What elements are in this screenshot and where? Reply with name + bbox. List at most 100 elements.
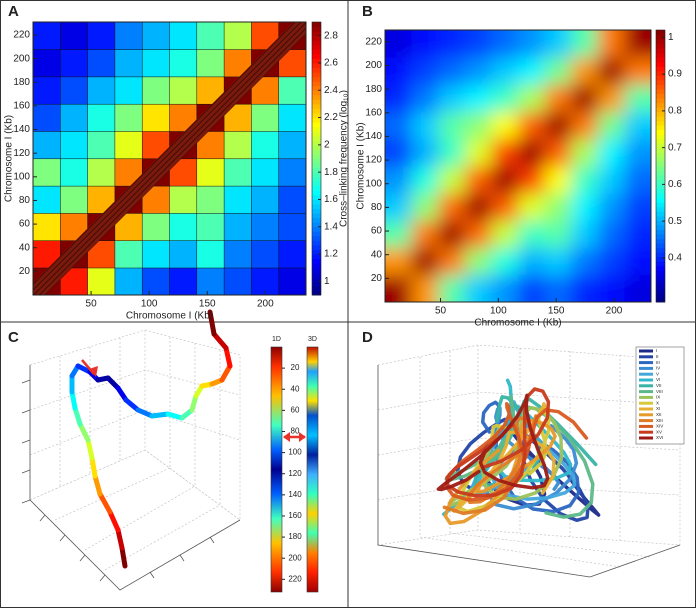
colorbar-tick-label: 2.8 (324, 30, 338, 41)
heatmap-cell (33, 158, 61, 187)
colorbar-step (656, 98, 665, 104)
heatmap-cell (169, 185, 198, 214)
heatmap-cell (571, 84, 599, 112)
heatmap-cell (438, 247, 466, 276)
heatmap-cell (114, 22, 143, 50)
curve-segment (85, 437, 95, 461)
colorbar-step (656, 166, 665, 172)
colorbar-step (312, 40, 321, 46)
heatmap-cell (438, 57, 466, 85)
heatmap-cell (278, 103, 306, 132)
heatmap-cell (597, 274, 625, 302)
heatmap-cell (87, 49, 116, 78)
curve-segment (223, 345, 233, 369)
heatmap-cell (114, 240, 143, 269)
curve-segment (107, 509, 121, 533)
colorbar-step (312, 172, 321, 178)
heatmap-cell (597, 138, 625, 167)
colorbar-1d (270, 346, 283, 593)
colorbar-tick-label: 2.6 (324, 58, 338, 69)
heatmap-cell (597, 84, 625, 112)
heatmap-cell (597, 166, 625, 194)
colorbar-step (656, 234, 665, 240)
heatmap-cell (114, 49, 143, 78)
heatmap-cell (60, 158, 89, 187)
colorbar-step (656, 243, 665, 249)
colorbar-3d (306, 346, 319, 593)
heatmap-cell (196, 49, 225, 78)
heatmap-cell (411, 274, 439, 302)
y-tick-label: 20 (291, 363, 300, 372)
colorbar-step (656, 79, 665, 85)
y-tick-label: 180 (13, 77, 30, 88)
heatmap-cell (544, 166, 572, 194)
heatmap-cell (87, 76, 116, 105)
heatmap-cell (597, 193, 625, 221)
colorbar-tick-label: 2.2 (324, 112, 338, 123)
colorbar-step (312, 72, 321, 78)
y-tick-label: 160 (13, 101, 30, 112)
heatmap-cell (87, 267, 116, 295)
colorbar-step (656, 120, 665, 126)
heatmap-cell (464, 57, 492, 85)
heatmap-cell (223, 212, 252, 241)
heatmap-cell (571, 166, 599, 194)
heatmap-cell (87, 158, 116, 187)
colorbar-step (656, 224, 665, 230)
heatmap-cell (223, 158, 252, 187)
y-tick-label: 140 (288, 490, 302, 499)
plot-frame (32, 21, 307, 296)
panel-label: B (362, 3, 373, 20)
colorbar-step (656, 229, 665, 235)
y-tick-label: 40 (19, 242, 31, 253)
colorbar-step (656, 156, 665, 162)
heatmap-cell (278, 158, 306, 187)
colorbar-step (656, 197, 665, 203)
heatmap-cell (60, 130, 89, 160)
colorbar-step (656, 297, 665, 303)
x-tick-label: 200 (606, 306, 623, 317)
heatmap-cell (278, 240, 306, 269)
colorbar-step (312, 208, 321, 214)
colorbar-step (656, 93, 665, 99)
colorbar-step (312, 49, 321, 55)
colorbar-step (656, 179, 665, 185)
colorbar-step (312, 249, 321, 255)
colorbar-step (312, 35, 321, 41)
heatmap-cell (411, 220, 439, 248)
legend-swatch (639, 390, 653, 394)
chromosome-tube (445, 387, 551, 498)
colorbar-step (312, 281, 321, 287)
y-tick-label: 60 (371, 226, 383, 237)
heatmap-cell (464, 166, 492, 194)
colorbar-step (656, 220, 665, 226)
heatmap-cell (491, 111, 519, 140)
colorbar-step (312, 290, 321, 296)
heatmap-cell (571, 220, 599, 248)
y-tick-label: 100 (288, 448, 302, 457)
heatmap-cell (544, 247, 572, 276)
heatmap-cell (571, 57, 599, 85)
colorbar-step (312, 62, 321, 68)
heatmap-cell (597, 111, 625, 140)
colorbar-step (312, 222, 321, 228)
heatmap-cell (33, 49, 61, 78)
heatmap-cell (33, 185, 61, 214)
y-tick-label: 120 (365, 155, 382, 166)
heatmap-cell (251, 158, 280, 187)
heatmap-cell (624, 111, 651, 140)
panel-c-curve (69, 309, 233, 569)
colorbar-step (656, 202, 665, 208)
colorbar-step (656, 292, 665, 298)
colorbar-tick-label: 1.8 (324, 167, 338, 178)
y-tick-label: 80 (371, 202, 383, 213)
colorbar-tick-label: 0.4 (668, 253, 682, 264)
colorbar-step (656, 61, 665, 67)
heatmap-cell (196, 212, 225, 241)
panel-d-box (377, 344, 681, 578)
legend-swatch (639, 436, 653, 440)
heatmap-cell (464, 30, 492, 58)
heatmap-cell (438, 166, 466, 194)
colorbar-step (656, 283, 665, 289)
